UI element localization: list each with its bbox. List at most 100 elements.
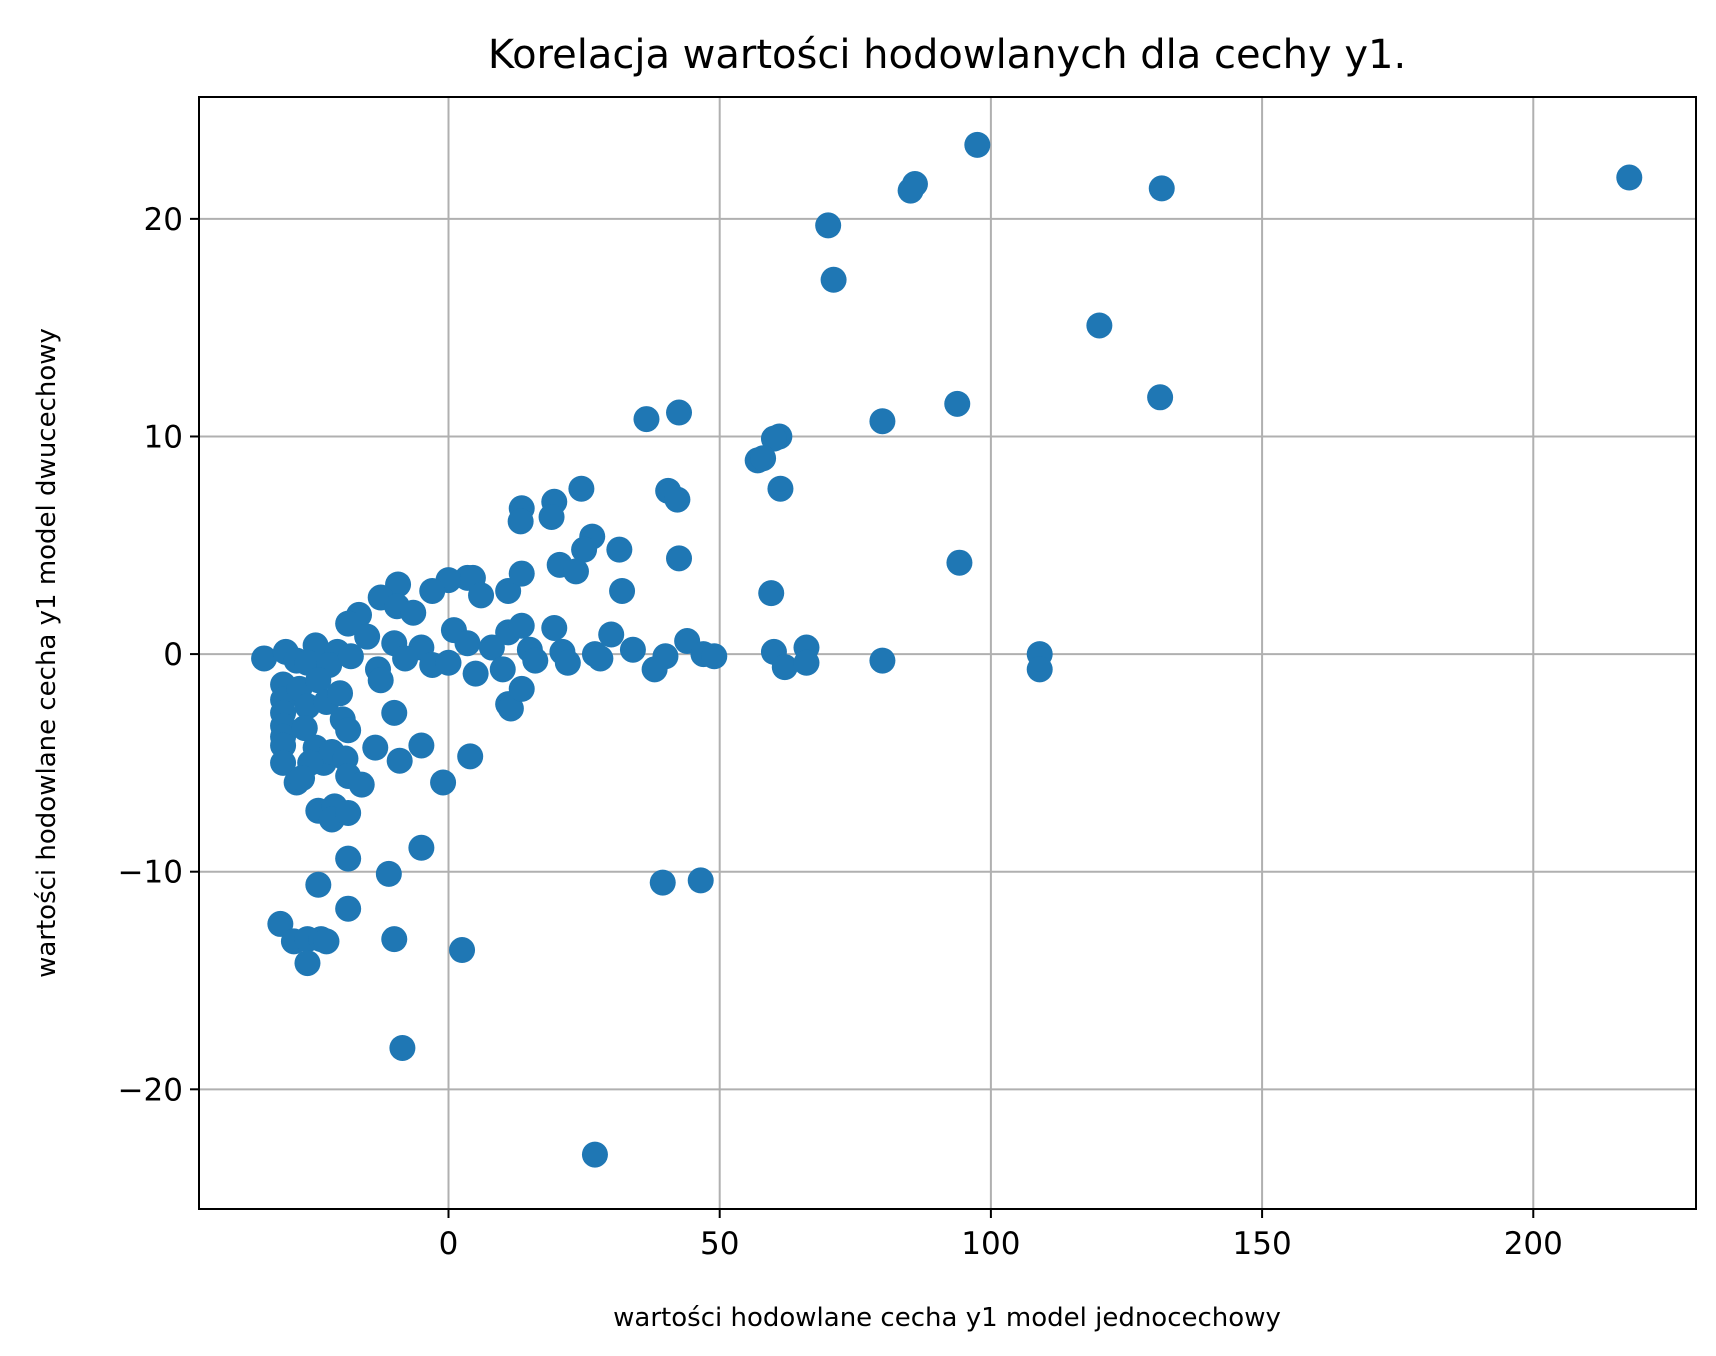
x-axis: 0 50 100 150 200 xyxy=(439,1209,1563,1262)
data-point xyxy=(489,656,516,683)
data-point xyxy=(435,649,462,676)
data-point xyxy=(666,545,693,572)
y-axis: −20 −10 0 10 20 xyxy=(118,202,199,1108)
x-tick-label: 100 xyxy=(961,1226,1020,1262)
data-point xyxy=(508,675,535,702)
data-point xyxy=(313,928,340,955)
data-point xyxy=(606,536,633,563)
data-point xyxy=(541,614,568,641)
data-point xyxy=(362,734,389,761)
data-point xyxy=(1086,312,1113,339)
data-point xyxy=(1616,164,1643,191)
x-tick-label: 150 xyxy=(1233,1226,1292,1262)
data-point xyxy=(335,610,362,637)
data-point xyxy=(381,699,408,726)
data-point xyxy=(641,656,668,683)
data-point xyxy=(389,1034,416,1061)
data-point xyxy=(571,536,598,563)
data-point xyxy=(508,612,535,639)
data-point xyxy=(408,834,435,861)
data-points xyxy=(251,131,1643,1168)
data-point xyxy=(666,399,693,426)
data-point xyxy=(869,647,896,674)
data-point xyxy=(760,425,787,452)
data-point xyxy=(598,621,625,648)
data-point xyxy=(869,408,896,435)
data-point xyxy=(562,558,589,585)
data-point xyxy=(335,845,362,872)
data-point xyxy=(820,266,847,293)
data-point xyxy=(400,599,427,626)
y-tick-label: 0 xyxy=(163,637,183,673)
data-point xyxy=(462,660,489,687)
data-point xyxy=(367,667,394,694)
y-tick-label: 20 xyxy=(144,202,183,238)
data-point xyxy=(335,717,362,744)
data-point xyxy=(419,577,446,604)
data-point xyxy=(687,867,714,894)
data-point xyxy=(386,747,413,774)
y-tick-label: 10 xyxy=(144,419,183,455)
data-point xyxy=(354,623,381,650)
data-point xyxy=(508,560,535,587)
x-tick-label: 50 xyxy=(700,1226,739,1262)
data-point xyxy=(507,508,534,535)
data-point xyxy=(946,549,973,576)
data-point xyxy=(758,580,785,607)
data-point xyxy=(609,577,636,604)
data-point xyxy=(381,926,408,953)
data-point xyxy=(1148,175,1175,202)
data-point xyxy=(633,406,660,433)
data-point xyxy=(568,475,595,502)
data-point xyxy=(291,715,318,742)
data-point xyxy=(468,582,495,609)
data-point xyxy=(944,390,971,417)
data-point xyxy=(430,769,457,796)
data-point xyxy=(289,765,316,792)
plot-frame xyxy=(198,96,1697,1210)
data-point xyxy=(251,645,278,672)
x-tick-label: 200 xyxy=(1504,1226,1563,1262)
y-tick-label: −10 xyxy=(118,855,183,891)
data-point xyxy=(335,799,362,826)
data-point xyxy=(335,895,362,922)
data-point xyxy=(538,503,565,530)
data-point xyxy=(305,667,332,694)
data-point xyxy=(1026,656,1053,683)
data-point xyxy=(348,771,375,798)
data-point xyxy=(897,177,924,204)
data-point xyxy=(701,643,728,670)
data-point xyxy=(454,630,481,657)
data-point xyxy=(305,871,332,898)
data-point xyxy=(408,732,435,759)
data-point xyxy=(750,445,777,472)
data-point xyxy=(964,131,991,158)
data-point xyxy=(619,636,646,663)
data-point xyxy=(478,634,505,661)
data-point xyxy=(497,695,524,722)
y-axis-label: wartości hodowlane cecha y1 model dwucec… xyxy=(32,328,62,978)
data-point xyxy=(522,647,549,674)
x-tick-label: 0 xyxy=(439,1226,459,1262)
data-point xyxy=(337,643,364,670)
data-point xyxy=(457,743,484,770)
data-point xyxy=(449,937,476,964)
data-point xyxy=(270,749,297,776)
data-point xyxy=(1147,384,1174,411)
x-axis-label: wartości hodowlane cecha y1 model jednoc… xyxy=(613,1303,1281,1333)
data-point xyxy=(375,860,402,887)
data-point xyxy=(392,645,419,672)
data-point xyxy=(767,475,794,502)
y-tick-label: −20 xyxy=(118,1072,183,1108)
grid-lines xyxy=(199,97,1696,1209)
chart-title: Korelacja wartości hodowlanych dla cechy… xyxy=(488,32,1406,78)
data-point xyxy=(294,950,321,977)
data-point xyxy=(327,680,354,707)
data-point xyxy=(581,1141,608,1168)
data-point xyxy=(793,649,820,676)
data-point xyxy=(554,649,581,676)
data-point xyxy=(664,486,691,513)
data-point xyxy=(815,212,842,239)
data-point xyxy=(649,869,676,896)
